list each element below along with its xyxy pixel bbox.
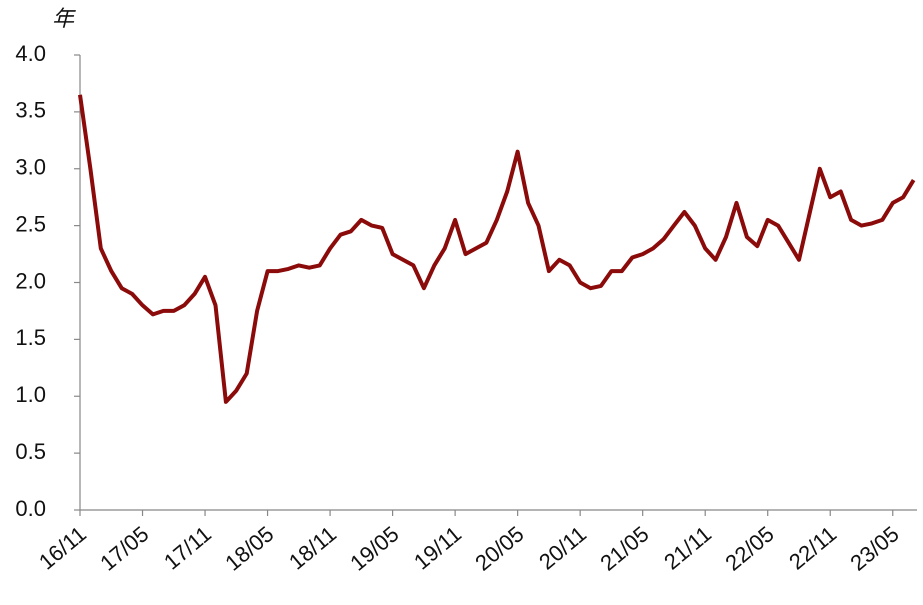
x-tick-label: 20/05: [470, 521, 528, 576]
x-tick-label: 22/11: [784, 521, 841, 574]
y-tick-label: 0.5: [15, 439, 46, 464]
y-tick-label: 1.0: [15, 382, 46, 407]
x-tick-label: 19/05: [345, 521, 403, 576]
y-axis-label: 年: [52, 6, 76, 31]
x-tick-label: 23/05: [845, 521, 903, 576]
y-tick-label: 2.5: [15, 211, 46, 236]
y-tick-label: 4.0: [15, 41, 46, 66]
y-tick-label: 3.5: [15, 98, 46, 123]
y-tick-label: 0.0: [15, 496, 46, 521]
x-tick-label: 17/05: [95, 521, 153, 576]
x-tick-label: 18/11: [284, 521, 341, 574]
x-tick-label: 22/05: [720, 521, 778, 576]
x-tick-label: 16/11: [34, 521, 91, 574]
y-tick-label: 3.0: [15, 155, 46, 180]
y-tick-label: 2.0: [15, 268, 46, 293]
x-tick-label: 19/11: [409, 521, 466, 574]
x-tick-label: 17/11: [159, 521, 216, 574]
x-tick-label: 21/05: [595, 521, 653, 576]
x-tick-label: 20/11: [534, 521, 591, 574]
y-tick-label: 1.5: [15, 325, 46, 350]
data-line: [78, 94, 916, 404]
x-tick-label: 21/11: [659, 521, 716, 574]
x-tick-label: 18/05: [220, 521, 278, 576]
